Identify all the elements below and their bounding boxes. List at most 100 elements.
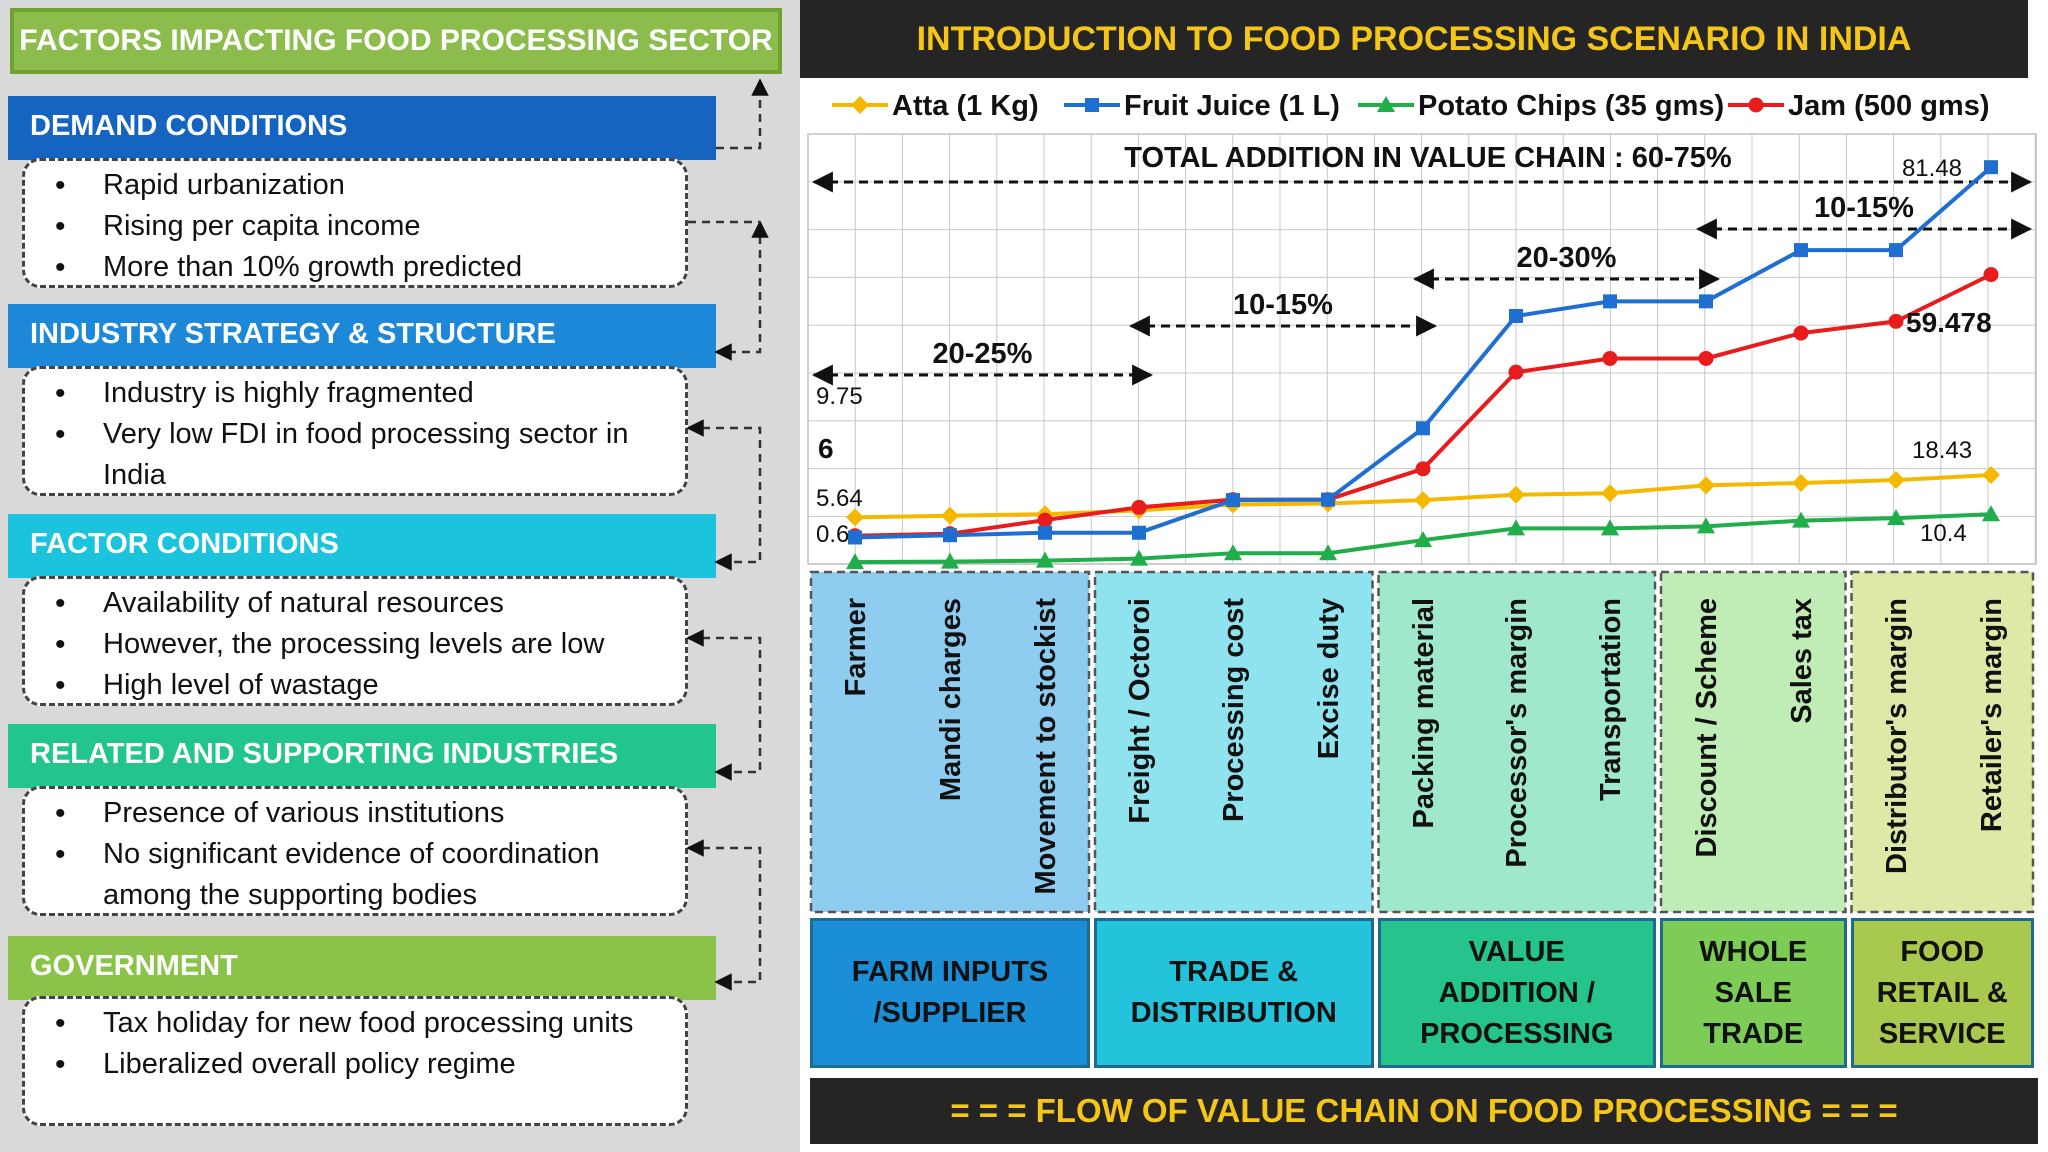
data-point <box>1748 97 1764 113</box>
legend-item: Atta (1 Kg) <box>832 90 1039 122</box>
section-box-industry: Industry is highly fragmented Very low F… <box>22 366 688 496</box>
series-fruit-juice-1-l- <box>848 160 1998 545</box>
legend-item: Fruit Juice (1 L) <box>1064 90 1340 122</box>
data-point <box>1507 485 1525 504</box>
stage-panel <box>1850 570 2035 914</box>
data-point <box>1414 531 1432 548</box>
stage-title: FARM INPUTS /SUPPLIER <box>810 918 1090 1068</box>
data-point <box>1887 471 1905 490</box>
data-point <box>1415 461 1431 477</box>
data-point <box>1602 350 1618 366</box>
category-label: Movement to stockist <box>1030 598 1062 895</box>
section-header-demand: DEMAND CONDITIONS <box>8 96 716 160</box>
data-label: 10.4 <box>1920 520 1967 547</box>
category-label: Distributor's margin <box>1881 598 1913 874</box>
stage-title: FOOD RETAIL & SERVICE <box>1850 918 2034 1068</box>
data-point <box>1226 493 1240 508</box>
bullet-item: Rapid urbanization <box>45 165 675 206</box>
stage-title: VALUE ADDITION / PROCESSING <box>1377 918 1656 1068</box>
data-label: 59.478 <box>1906 307 1992 338</box>
section-header-government: GOVERNMENT <box>8 936 716 1000</box>
category-label: Processing cost <box>1218 598 1250 822</box>
section-box-demand: Rapid urbanization Rising per capita inc… <box>22 158 688 288</box>
section-box-government: Tax holiday for new food processing unit… <box>22 996 688 1126</box>
data-point <box>1601 484 1619 503</box>
data-point <box>1416 421 1430 436</box>
legend-label: Potato Chips (35 gms) <box>1418 90 1724 122</box>
data-point <box>1377 96 1395 112</box>
category-label: Transportation <box>1595 598 1627 801</box>
bullet-item: Liberalized overall policy regime <box>45 1044 675 1085</box>
section-header-related: RELATED AND SUPPORTING INDUSTRIES <box>8 724 716 788</box>
legend-item: Potato Chips (35 gms) <box>1358 90 1724 122</box>
data-point <box>1508 364 1524 380</box>
data-point <box>1038 525 1052 540</box>
data-point <box>848 530 862 545</box>
category-label: Freight / Octoroi <box>1124 598 1156 824</box>
bottom-banner: = = = FLOW OF VALUE CHAIN ON FOOD PROCES… <box>810 1078 2038 1144</box>
data-label: 6 <box>818 433 834 464</box>
bullet-item: Availability of natural resources <box>45 583 675 624</box>
data-point <box>1697 517 1715 534</box>
bullet-item: Tax holiday for new food processing unit… <box>45 1003 675 1044</box>
bullet-item: Rising per capita income <box>45 206 675 247</box>
data-point <box>1507 519 1525 536</box>
data-point <box>1982 505 2000 522</box>
data-point <box>1794 243 1808 258</box>
range-label: 10-15% <box>1233 289 1333 321</box>
data-point <box>1085 98 1099 112</box>
data-point <box>941 552 959 569</box>
data-point <box>1793 325 1809 341</box>
data-point <box>1319 544 1337 561</box>
legend-label: Jam (500 gms) <box>1788 90 1990 122</box>
category-label: Discount / Scheme <box>1691 598 1723 857</box>
category-label: Packing material <box>1408 598 1440 829</box>
data-point <box>1887 509 1905 526</box>
data-point <box>1983 267 1999 283</box>
category-label: Farmer <box>840 598 872 696</box>
series-jam-500-gms- <box>847 267 1999 544</box>
data-point <box>941 506 959 525</box>
stage-panel <box>809 570 1091 914</box>
data-point <box>1037 512 1053 528</box>
range-label: 10-15% <box>1814 192 1914 224</box>
data-point <box>846 508 864 527</box>
value-chain-stages: Farmer Mandi charges Movement to stockist F… <box>809 570 2035 914</box>
data-point <box>1131 499 1147 515</box>
data-point <box>1321 492 1335 507</box>
data-point <box>1130 549 1148 566</box>
data-point <box>1224 544 1242 561</box>
category-label: Sales tax <box>1786 598 1818 724</box>
chart-title: TOTAL ADDITION IN VALUE CHAIN : 60-75% <box>1124 142 1732 174</box>
category-label: Retailer's margin <box>1976 598 2008 832</box>
bullet-item: Presence of various institutions <box>45 793 675 834</box>
category-label: Excise duty <box>1313 598 1345 759</box>
data-point <box>1036 551 1054 568</box>
data-point <box>1889 243 1903 258</box>
data-point <box>1697 476 1715 495</box>
right-panel-title: INTRODUCTION TO FOOD PROCESSING SCENARIO… <box>800 0 2028 78</box>
legend-label: Atta (1 Kg) <box>892 90 1039 122</box>
bullet-item: Very low FDI in food processing sector i… <box>45 414 675 496</box>
data-point <box>846 553 864 570</box>
data-point <box>1601 519 1619 536</box>
data-point <box>1984 160 1998 175</box>
data-point <box>1698 350 1714 366</box>
data-point <box>943 528 957 543</box>
data-label: 81.48 <box>1902 155 1962 182</box>
chart-series <box>846 160 2000 570</box>
data-point <box>1699 294 1713 309</box>
chart-annotations: TOTAL ADDITION IN VALUE CHAIN : 60-75% 20… <box>811 142 2033 386</box>
stage-panel <box>1093 570 1374 914</box>
series-potato-chips-35-gms- <box>846 505 2000 570</box>
data-point <box>1792 473 1810 492</box>
section-header-industry: INDUSTRY STRATEGY & STRUCTURE <box>8 304 716 368</box>
data-point <box>1414 491 1432 510</box>
data-label: 18.43 <box>1912 437 1972 464</box>
bullet-item: However, the processing levels are low <box>45 624 675 665</box>
bullet-item: More than 10% growth predicted <box>45 247 675 288</box>
stage-title: TRADE & DISTRIBUTION <box>1094 918 1374 1068</box>
range-label: 20-30% <box>1517 242 1617 274</box>
data-label: 9.75 <box>816 383 863 410</box>
